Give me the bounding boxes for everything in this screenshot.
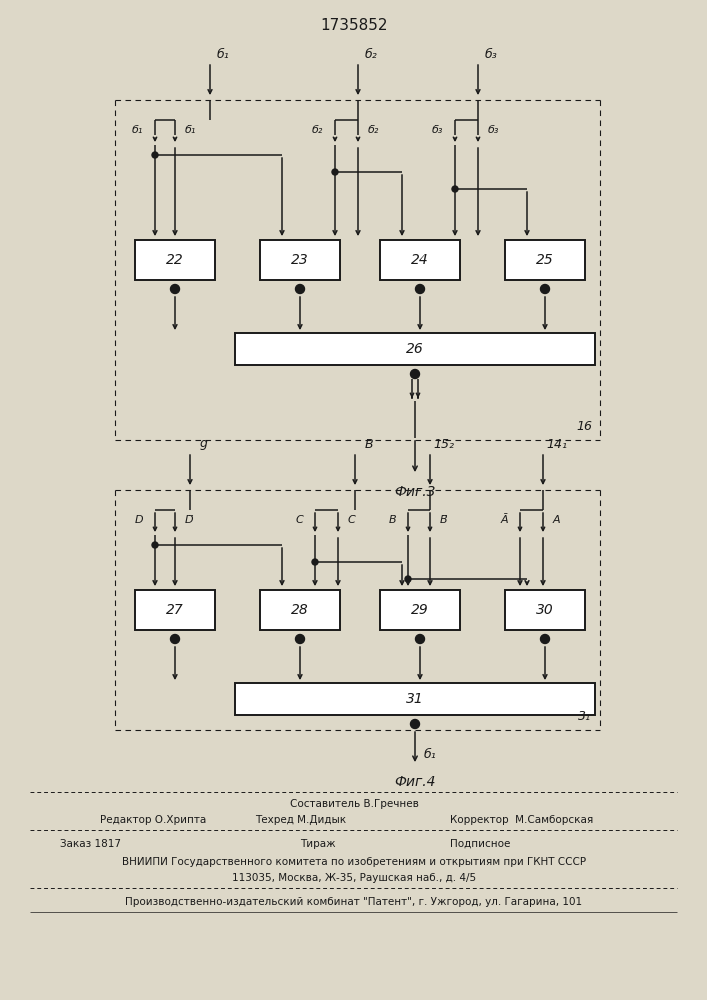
Bar bbox=[260, 240, 340, 280]
Text: 16: 16 bbox=[576, 420, 592, 434]
Text: б₃: б₃ bbox=[484, 47, 498, 60]
Text: б₁: б₁ bbox=[423, 748, 436, 762]
Text: б₁: б₁ bbox=[216, 47, 229, 60]
Text: Корректор  М.Самборская: Корректор М.Самборская bbox=[450, 815, 593, 825]
Text: A: A bbox=[553, 515, 561, 525]
Text: 3₁: 3₁ bbox=[578, 710, 590, 724]
Text: 25: 25 bbox=[536, 253, 554, 267]
Text: B: B bbox=[365, 438, 373, 450]
Bar bbox=[380, 240, 460, 280]
Text: 22: 22 bbox=[166, 253, 184, 267]
Text: 31: 31 bbox=[406, 692, 424, 706]
Text: Редактор О.Хрипта: Редактор О.Хрипта bbox=[100, 815, 206, 825]
Text: Подписное: Подписное bbox=[450, 839, 510, 849]
Text: 26: 26 bbox=[406, 342, 424, 356]
Bar bbox=[505, 590, 585, 630]
Text: 14₁: 14₁ bbox=[547, 438, 568, 450]
Text: Техред М.Дидык: Техред М.Дидык bbox=[255, 815, 346, 825]
Text: Тираж: Тираж bbox=[300, 839, 336, 849]
Text: 28: 28 bbox=[291, 603, 309, 617]
Text: 113035, Москва, Ж-35, Раушская наб., д. 4/5: 113035, Москва, Ж-35, Раушская наб., д. … bbox=[232, 873, 476, 883]
Text: б₂: б₂ bbox=[365, 47, 378, 60]
Text: C: C bbox=[296, 515, 303, 525]
Text: Фиг.4: Фиг.4 bbox=[395, 775, 436, 789]
Text: б₂: б₂ bbox=[312, 125, 323, 135]
Text: Составитель В.Гречнев: Составитель В.Гречнев bbox=[290, 799, 419, 809]
Text: g: g bbox=[200, 438, 208, 450]
Text: Фиг.3: Фиг.3 bbox=[395, 485, 436, 499]
Text: B̄: B̄ bbox=[440, 515, 448, 525]
Text: Ā: Ā bbox=[501, 515, 508, 525]
Circle shape bbox=[152, 152, 158, 158]
Text: 27: 27 bbox=[166, 603, 184, 617]
Bar bbox=[135, 590, 215, 630]
Text: 30: 30 bbox=[536, 603, 554, 617]
Circle shape bbox=[170, 635, 180, 644]
Circle shape bbox=[405, 576, 411, 582]
Text: D: D bbox=[134, 515, 143, 525]
Circle shape bbox=[152, 542, 158, 548]
Text: б₃: б₃ bbox=[488, 125, 499, 135]
Circle shape bbox=[411, 720, 419, 728]
Circle shape bbox=[170, 284, 180, 294]
Bar bbox=[380, 590, 460, 630]
Text: б̄₂: б̄₂ bbox=[368, 125, 380, 135]
Bar bbox=[135, 240, 215, 280]
Circle shape bbox=[416, 635, 424, 644]
Text: B: B bbox=[388, 515, 396, 525]
Text: 23: 23 bbox=[291, 253, 309, 267]
Circle shape bbox=[312, 559, 318, 565]
Circle shape bbox=[540, 284, 549, 294]
Bar bbox=[260, 590, 340, 630]
Circle shape bbox=[296, 284, 305, 294]
Text: Заказ 1817: Заказ 1817 bbox=[60, 839, 121, 849]
Text: D̄: D̄ bbox=[185, 515, 194, 525]
Text: 29: 29 bbox=[411, 603, 429, 617]
Text: 1735852: 1735852 bbox=[320, 17, 387, 32]
Circle shape bbox=[416, 284, 424, 294]
Bar bbox=[235, 683, 595, 715]
Text: ВНИИПИ Государственного комитета по изобретениям и открытиям при ГКНТ СССР: ВНИИПИ Государственного комитета по изоб… bbox=[122, 857, 586, 867]
Text: 15₂: 15₂ bbox=[433, 438, 455, 450]
Text: 24: 24 bbox=[411, 253, 429, 267]
Text: Производственно-издательский комбинат "Патент", г. Ужгород, ул. Гагарина, 101: Производственно-издательский комбинат "П… bbox=[125, 897, 583, 907]
Circle shape bbox=[296, 635, 305, 644]
Text: б̄₃: б̄₃ bbox=[432, 125, 443, 135]
Text: C̄: C̄ bbox=[348, 515, 356, 525]
Bar bbox=[505, 240, 585, 280]
Circle shape bbox=[540, 635, 549, 644]
Bar bbox=[235, 333, 595, 365]
Text: б̄₁: б̄₁ bbox=[185, 125, 197, 135]
Circle shape bbox=[411, 369, 419, 378]
Circle shape bbox=[332, 169, 338, 175]
Text: б₁: б₁ bbox=[132, 125, 143, 135]
Circle shape bbox=[452, 186, 458, 192]
